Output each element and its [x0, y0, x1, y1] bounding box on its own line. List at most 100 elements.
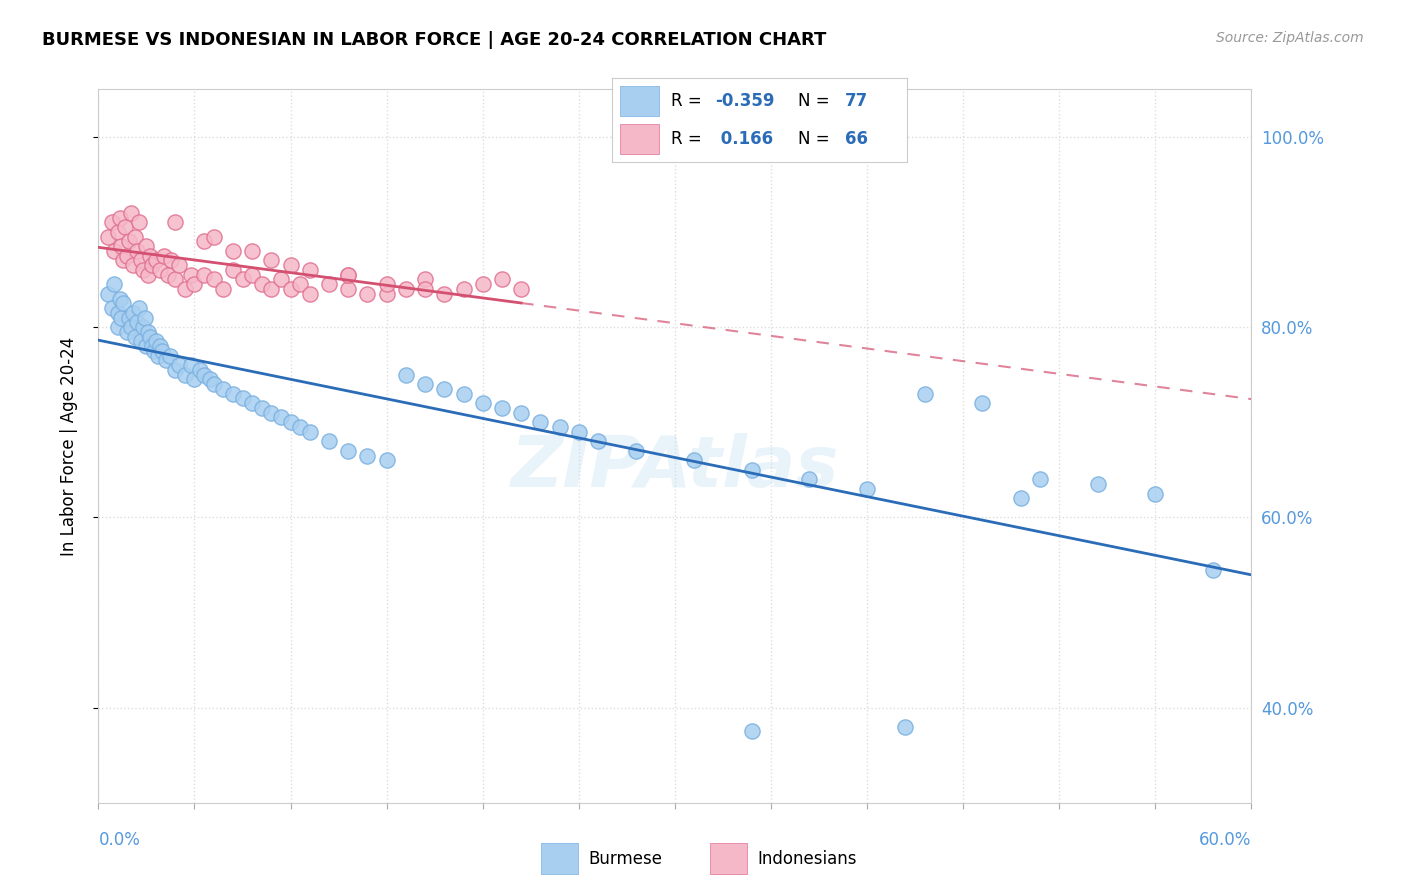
Text: 0.166: 0.166: [716, 130, 773, 148]
Point: [118, 310, 141, 325]
Point: [491, 401, 513, 415]
Point: [683, 453, 706, 467]
Point: [202, 229, 225, 244]
Point: [117, 325, 139, 339]
Text: 66: 66: [845, 130, 868, 148]
Point: [548, 420, 571, 434]
Text: BURMESE VS INDONESIAN IN LABOR FORCE | AGE 20-24 CORRELATION CHART: BURMESE VS INDONESIAN IN LABOR FORCE | A…: [42, 31, 827, 49]
Point: [298, 425, 321, 439]
Point: [156, 268, 179, 282]
Point: [240, 396, 263, 410]
Bar: [710, 843, 747, 874]
Point: [375, 453, 398, 467]
Point: [856, 482, 879, 496]
Point: [138, 325, 160, 339]
Point: [97, 229, 120, 244]
Point: [134, 310, 156, 325]
Point: [188, 363, 211, 377]
Point: [453, 386, 475, 401]
Point: [124, 229, 146, 244]
Point: [107, 320, 129, 334]
Point: [413, 272, 436, 286]
Point: [103, 277, 125, 292]
Point: [453, 282, 475, 296]
Point: [298, 263, 321, 277]
Point: [165, 363, 187, 377]
Point: [112, 253, 135, 268]
Point: [146, 349, 169, 363]
Text: R =: R =: [671, 130, 707, 148]
Point: [139, 329, 162, 343]
Point: [145, 334, 167, 349]
Point: [433, 286, 456, 301]
Point: [222, 263, 245, 277]
Point: [280, 258, 302, 272]
Point: [120, 320, 142, 334]
Point: [202, 377, 225, 392]
Point: [270, 272, 292, 286]
Point: [395, 282, 418, 296]
Point: [149, 339, 172, 353]
Point: [180, 358, 202, 372]
Point: [337, 268, 360, 282]
Point: [337, 443, 360, 458]
Text: N =: N =: [797, 130, 835, 148]
Point: [103, 244, 125, 258]
Point: [586, 434, 609, 449]
Point: [626, 443, 648, 458]
Point: [1144, 486, 1167, 500]
Bar: [620, 124, 659, 153]
Point: [108, 211, 131, 225]
Point: [107, 306, 129, 320]
Point: [298, 286, 321, 301]
Point: [108, 292, 131, 306]
Point: [337, 268, 360, 282]
Point: [375, 286, 398, 301]
Point: [433, 382, 456, 396]
Point: [125, 315, 148, 329]
Point: [174, 368, 197, 382]
Point: [356, 286, 378, 301]
Point: [1010, 491, 1032, 506]
Point: [356, 449, 378, 463]
Point: [138, 268, 160, 282]
Point: [193, 235, 215, 249]
Point: [110, 239, 132, 253]
Point: [212, 282, 235, 296]
Point: [114, 220, 136, 235]
Point: [112, 296, 135, 310]
Point: [290, 420, 312, 434]
Point: [471, 277, 494, 292]
Point: [250, 401, 273, 415]
Point: [101, 215, 124, 229]
Text: 60.0%: 60.0%: [1199, 830, 1251, 848]
Text: Indonesians: Indonesians: [756, 849, 856, 868]
Point: [471, 396, 494, 410]
Point: [280, 415, 302, 429]
Point: [799, 472, 821, 486]
Point: [110, 310, 132, 325]
Point: [165, 272, 187, 286]
Point: [155, 353, 177, 368]
Point: [280, 282, 302, 296]
Point: [129, 334, 152, 349]
Point: [118, 235, 141, 249]
Point: [122, 258, 145, 272]
Point: [510, 406, 533, 420]
Text: -0.359: -0.359: [716, 92, 775, 110]
Point: [1087, 477, 1109, 491]
Point: [141, 339, 163, 353]
Point: [270, 410, 292, 425]
Point: [125, 244, 148, 258]
Point: [183, 372, 205, 386]
Point: [124, 329, 146, 343]
Point: [529, 415, 551, 429]
Point: [741, 724, 763, 739]
Point: [222, 244, 245, 258]
Point: [135, 339, 157, 353]
Point: [1029, 472, 1052, 486]
Point: [914, 386, 936, 401]
Point: [1202, 563, 1225, 577]
Point: [318, 434, 340, 449]
Point: [260, 253, 283, 268]
